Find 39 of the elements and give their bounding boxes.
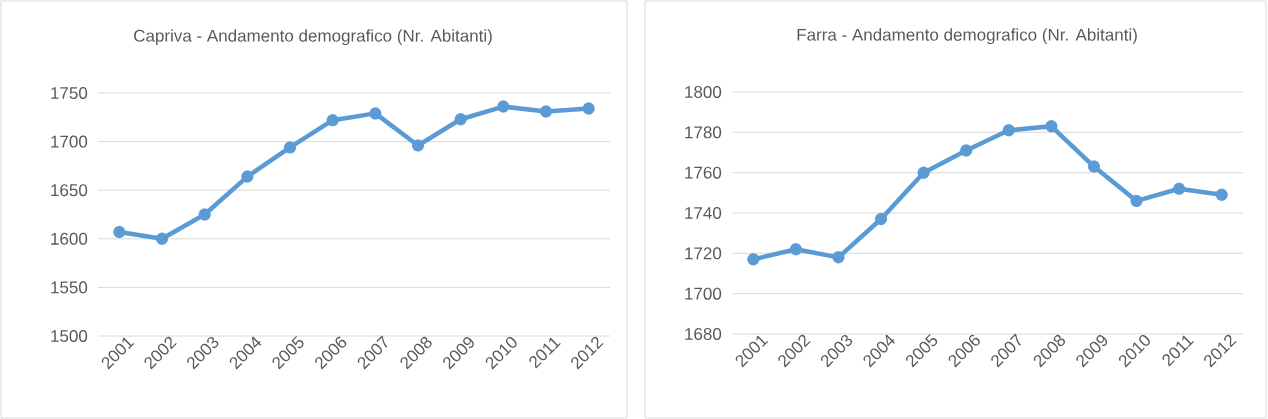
point: [454, 113, 467, 126]
y-tick-label: 1760: [685, 166, 722, 179]
point: [1002, 124, 1015, 137]
point: [1087, 160, 1101, 173]
point: [960, 144, 973, 157]
point: [1045, 120, 1058, 133]
point: [326, 114, 339, 127]
y-tick-label: 1680: [685, 327, 722, 341]
y-tick-label: 1650: [51, 184, 88, 197]
point: [789, 243, 802, 256]
point: [241, 170, 254, 183]
y-tick-label: 1500: [51, 329, 88, 343]
y-tick-label: 1700: [51, 135, 88, 148]
point: [283, 141, 297, 154]
point: [582, 102, 595, 115]
point: [832, 251, 845, 264]
y-tick-label: 1700: [685, 287, 722, 300]
y-tick-label: 1720: [685, 247, 722, 260]
point: [747, 253, 760, 266]
y-tick-label: 1780: [685, 126, 722, 139]
chart-title: Farra - Andamento demografico (Nr. Abitanti): [797, 28, 1137, 45]
point: [369, 107, 382, 120]
point: [113, 225, 126, 239]
y-tick-label: 1550: [51, 281, 88, 294]
y-tick-label: 1600: [51, 232, 88, 245]
y-tick-label: 1800: [685, 85, 722, 99]
point: [198, 208, 211, 221]
point: [1130, 194, 1143, 207]
y-tick-label: 1740: [685, 206, 722, 220]
y-tick-label: 1750: [51, 86, 88, 100]
point: [917, 166, 930, 179]
point: [1215, 188, 1228, 201]
point: [155, 232, 169, 245]
point: [411, 139, 425, 152]
point: [1173, 182, 1186, 195]
point: [497, 100, 510, 113]
point: [539, 105, 553, 118]
chart-title: Capriva - Andamento demografico (Nr. Abitanti): [134, 29, 492, 46]
point: [874, 212, 888, 226]
